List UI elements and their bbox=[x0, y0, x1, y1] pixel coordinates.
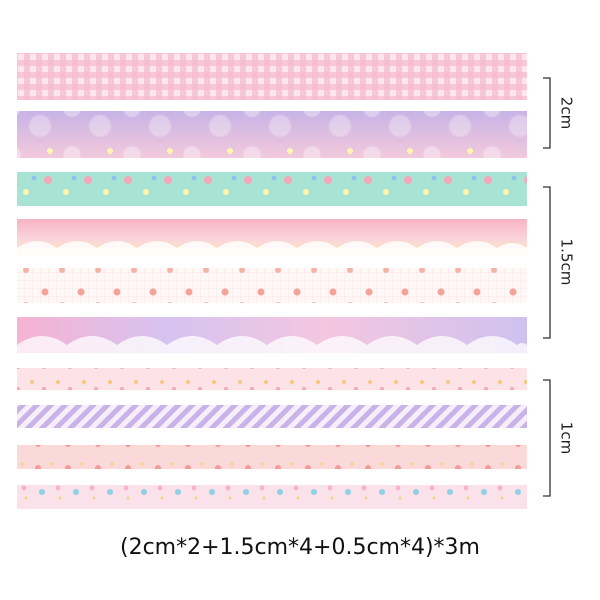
tape-flowers bbox=[17, 268, 527, 303]
tape-stripes bbox=[17, 405, 527, 428]
size-label: 2cm bbox=[558, 97, 576, 129]
size-label: 1cm bbox=[558, 422, 576, 454]
bracket bbox=[543, 379, 551, 497]
tape-stars bbox=[17, 485, 527, 509]
size-label: 1.5cm bbox=[558, 239, 576, 286]
tape-mint bbox=[17, 172, 527, 206]
caption: (2cm*2+1.5cm*4+0.5cm*4)*3m bbox=[120, 535, 480, 560]
tape-gingham bbox=[17, 53, 527, 100]
tape-dots bbox=[17, 368, 527, 390]
bracket bbox=[543, 186, 551, 339]
tape-strawberries bbox=[17, 445, 527, 469]
cloud-edge bbox=[17, 241, 527, 255]
tapes bbox=[17, 53, 527, 509]
cloud-edge bbox=[17, 336, 527, 353]
bracket bbox=[543, 77, 551, 149]
tape-bubbles bbox=[17, 111, 527, 158]
